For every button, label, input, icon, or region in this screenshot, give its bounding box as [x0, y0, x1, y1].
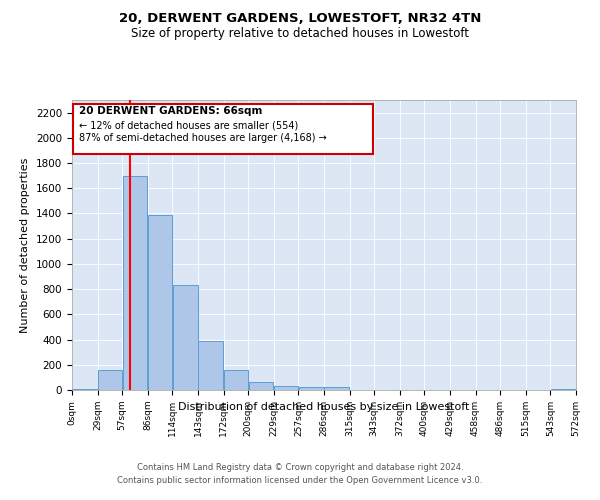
Bar	[199, 341, 223, 390]
Y-axis label: Number of detached properties: Number of detached properties	[20, 158, 31, 332]
Bar	[73, 388, 97, 390]
Bar	[325, 388, 349, 390]
Bar	[148, 214, 172, 390]
Text: ← 12% of detached houses are smaller (554): ← 12% of detached houses are smaller (55…	[79, 120, 298, 130]
Bar	[274, 386, 298, 390]
Bar	[122, 176, 148, 390]
Bar	[248, 382, 274, 390]
Text: 20 DERWENT GARDENS: 66sqm: 20 DERWENT GARDENS: 66sqm	[79, 106, 262, 117]
Bar	[98, 370, 122, 390]
Text: Distribution of detached houses by size in Lowestoft: Distribution of detached houses by size …	[178, 402, 470, 412]
Text: 20, DERWENT GARDENS, LOWESTOFT, NR32 4TN: 20, DERWENT GARDENS, LOWESTOFT, NR32 4TN	[119, 12, 481, 26]
Bar	[173, 286, 197, 390]
Text: 87% of semi-detached houses are larger (4,168) →: 87% of semi-detached houses are larger (…	[79, 134, 327, 143]
Text: Size of property relative to detached houses in Lowestoft: Size of property relative to detached ho…	[131, 28, 469, 40]
Bar	[299, 388, 323, 390]
Bar	[224, 370, 248, 390]
Text: Contains public sector information licensed under the Open Government Licence v3: Contains public sector information licen…	[118, 476, 482, 485]
Bar	[551, 388, 575, 390]
Text: Contains HM Land Registry data © Crown copyright and database right 2024.: Contains HM Land Registry data © Crown c…	[137, 462, 463, 471]
FancyBboxPatch shape	[73, 104, 373, 154]
